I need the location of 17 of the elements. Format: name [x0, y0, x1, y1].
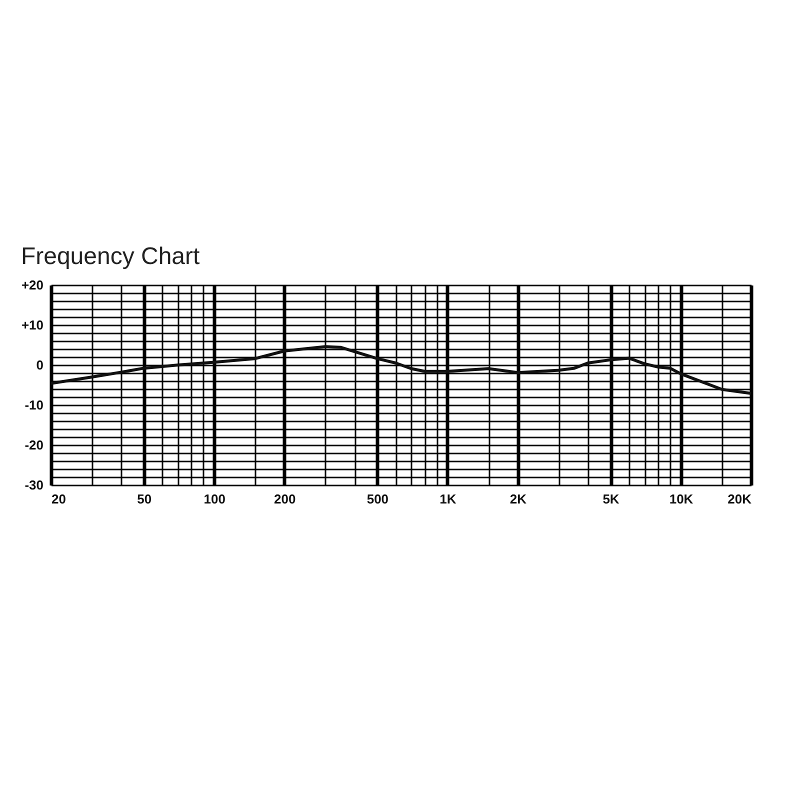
x-tick-label: 20	[52, 492, 66, 506]
y-tick-label: -10	[24, 398, 44, 412]
x-tick-label: 2K	[510, 492, 528, 506]
y-tick-label: -20	[24, 438, 44, 452]
y-tick-label: -30	[24, 478, 44, 492]
y-tick-label: +20	[21, 278, 44, 292]
x-tick-label: 500	[366, 492, 389, 506]
y-tick-label: +10	[21, 318, 44, 332]
x-tick-label: 200	[274, 492, 296, 506]
x-tick-label: 20K	[728, 492, 752, 506]
y-tick-label: 0	[36, 358, 44, 372]
x-tick-label: 1K	[440, 492, 457, 506]
x-tick-label: 5K	[602, 492, 620, 506]
x-tick-label: 100	[204, 492, 226, 506]
chart-title: Frequency Chart	[20, 243, 200, 270]
x-tick-label: 10K	[669, 492, 694, 506]
x-tick-label: 50	[137, 492, 152, 506]
